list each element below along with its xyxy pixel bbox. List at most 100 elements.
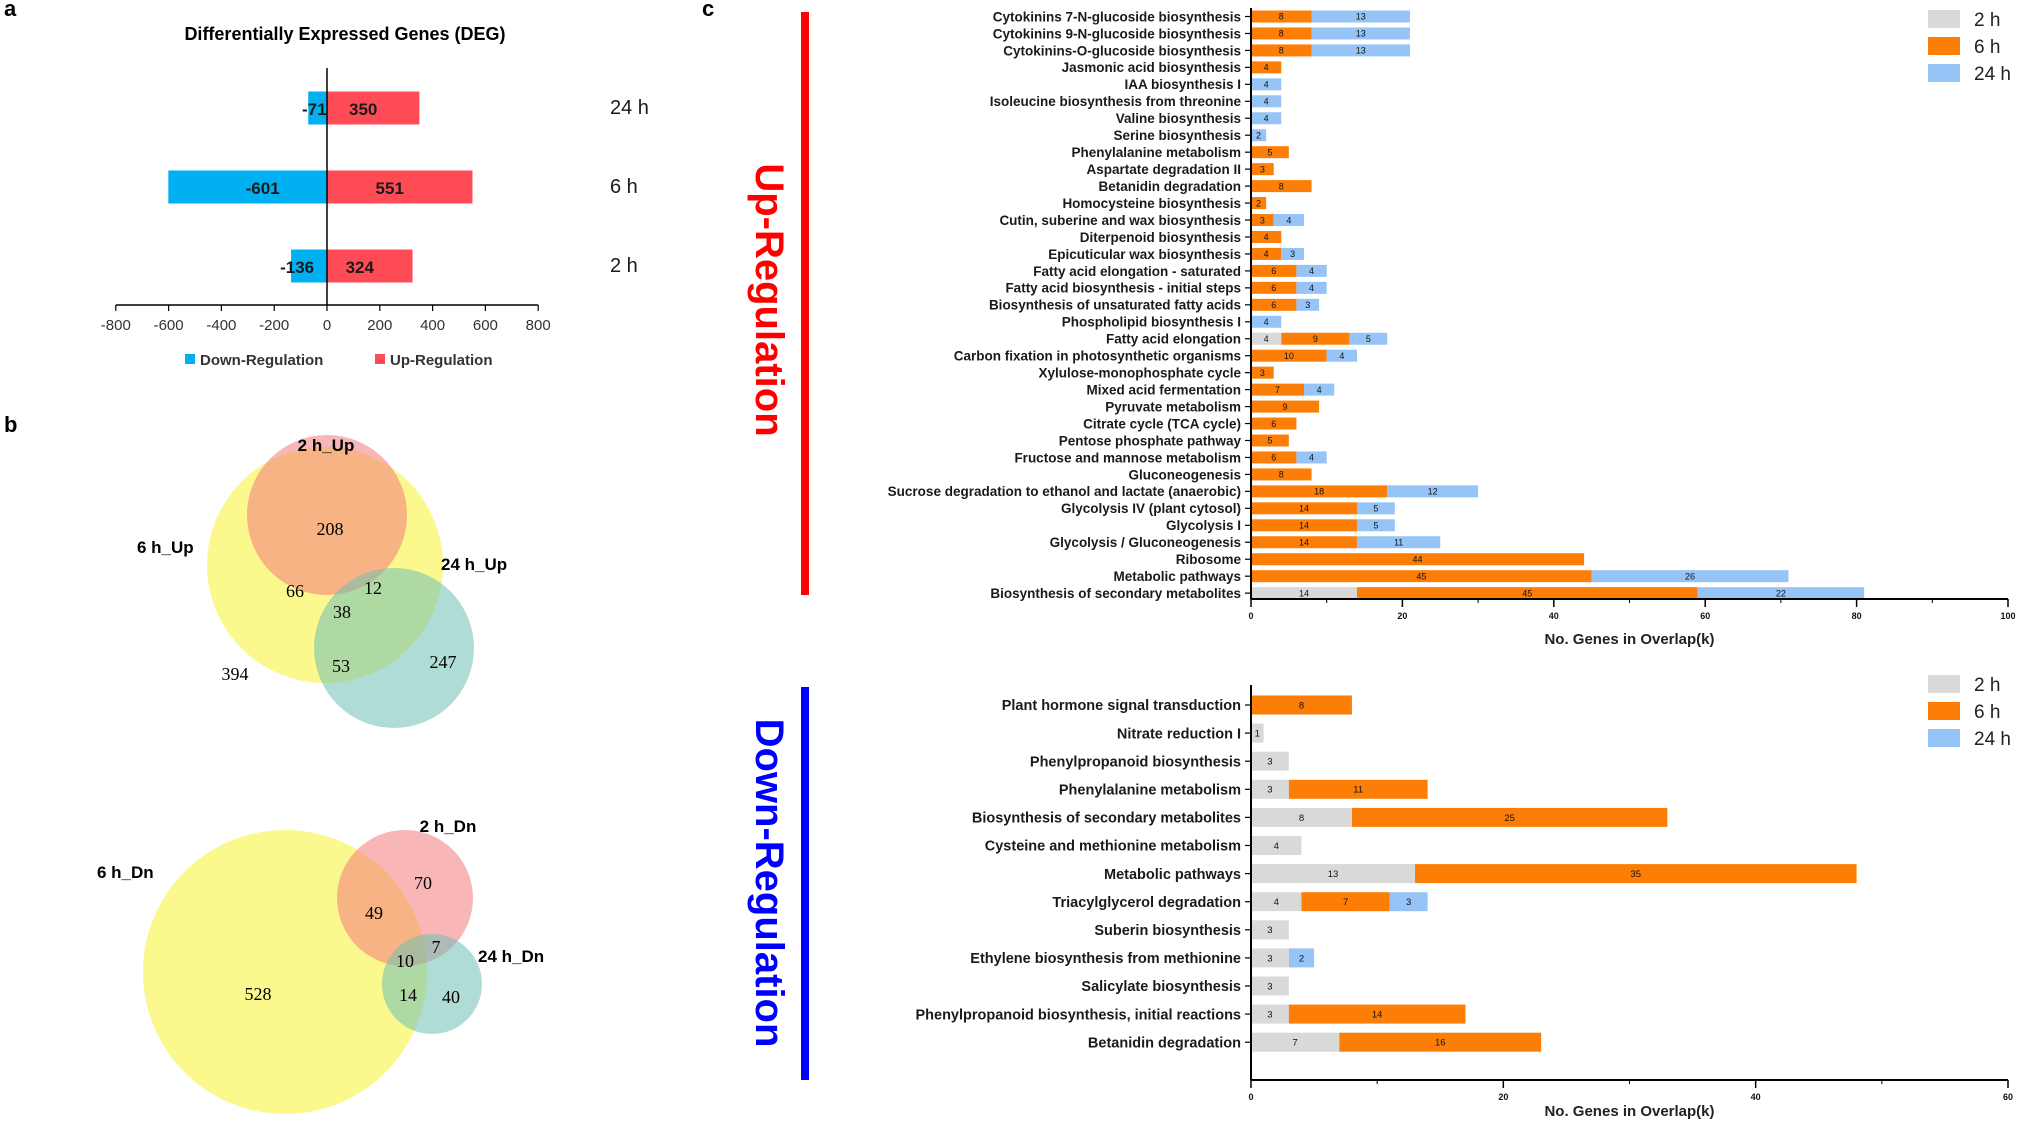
category-label-phenylpropanoid-biosynthesis-initial-reactions: Phenylpropanoid biosynthesis, initial re… [915, 1007, 1241, 1023]
bar-value-6-h-cutin-suberine-and-wax-biosynthesis: 3 [1260, 215, 1265, 225]
deg-value-down-2-h: -136 [280, 258, 314, 277]
bar-value-6-h-carbon-fixation-in-photosynthetic-organisms: 10 [1284, 351, 1294, 361]
legend-label-2-h: 2 h [1974, 675, 2000, 696]
bar-2-h-suberin-biosynthesis [1251, 920, 1289, 940]
bar-6-h-metabolic-pathways [1415, 864, 1857, 884]
bar-2-h-biosynthesis-of-secondary-metabolites [1251, 587, 1357, 600]
venn-value-2h-only: 208 [317, 519, 344, 539]
bar-24-h-metabolic-pathways [1591, 570, 1789, 583]
x-tick-label: 20 [1498, 1092, 1508, 1102]
venn-circle-24h-dn [382, 934, 482, 1034]
bar-value-24-h-sucrose-degradation-to-ethanol-and-lactate-anaerobic: 12 [1428, 487, 1438, 497]
venn-value-dn-2h-6h: 49 [365, 903, 383, 923]
bar-value-2-h-cysteine-and-methionine-metabolism: 4 [1274, 841, 1279, 852]
bar-6-h-cutin-suberine-and-wax-biosynthesis [1251, 214, 1274, 227]
bar-value-6-h-betanidin-degradation: 8 [1279, 181, 1284, 191]
x-tick-label: 40 [1751, 1092, 1761, 1102]
category-label-pyruvate-metabolism: Pyruvate metabolism [1105, 399, 1241, 414]
bar-6-h-pentose-phosphate-pathway [1251, 434, 1289, 447]
bar-value-6-h-fatty-acid-biosynthesis-initial-steps: 6 [1271, 283, 1276, 293]
bar-value-24-h-cytokinins-9-n-glucoside-biosynthesis: 13 [1356, 29, 1366, 39]
legend-label-6-h: 6 h [1974, 702, 2000, 723]
bar-value-24-h-cytokinins-o-glucoside-biosynthesis: 13 [1356, 46, 1366, 56]
bar-value-6-h-pentose-phosphate-pathway: 5 [1267, 436, 1272, 446]
legend-swatch-24-h [1928, 64, 1960, 82]
up-regulation-bar [801, 12, 809, 595]
bar-value-24-h-cytokinins-7-n-glucoside-biosynthesis: 13 [1356, 12, 1366, 22]
category-label-jasmonic-acid-biosynthesis: Jasmonic acid biosynthesis [1062, 60, 1241, 75]
venn-value-dn-2h-24h: 7 [432, 937, 441, 957]
deg-chart-title: Differentially Expressed Genes (DEG) [184, 24, 505, 44]
bar-value-24-h-fatty-acid-elongation-saturated: 4 [1309, 266, 1314, 276]
bar-value-6-h-fatty-acid-elongation: 9 [1313, 334, 1318, 344]
venn-circle-2h-up [247, 435, 407, 595]
deg-category-24-h: 24 h [610, 97, 649, 119]
bar-value-6-h-phenylalanine-metabolism: 5 [1267, 147, 1272, 157]
bar-value-2-h-biosynthesis-of-secondary-metabolites: 8 [1299, 813, 1304, 824]
bar-6-h-cytokinins-o-glucoside-biosynthesis [1251, 44, 1312, 57]
venn-value-24h-only: 247 [430, 652, 457, 672]
x-tick-label: 0 [1248, 611, 1253, 621]
bar-2-h-ethylene-biosynthesis-from-methionine [1251, 948, 1289, 968]
legend-swatch-6-h [1928, 702, 1960, 720]
category-label-glycolysis-i: Glycolysis I [1166, 518, 1241, 533]
bar-24-h-triacylglycerol-degradation [1389, 892, 1428, 912]
bar-6-h-triacylglycerol-degradation [1301, 892, 1390, 912]
bar-6-h-betanidin-degradation [1339, 1032, 1542, 1052]
category-label-plant-hormone-signal-transduction: Plant hormone signal transduction [1002, 698, 1241, 714]
legend-label-up: Up-Regulation [390, 352, 493, 369]
bar-value-6-h-xylulose-monophosphate-cycle: 3 [1260, 368, 1265, 378]
bar-24-h-epicuticular-wax-biosynthesis [1281, 247, 1304, 260]
x-tick-label: 80 [1852, 611, 1862, 621]
bar-value-24-h-fatty-acid-biosynthesis-initial-steps: 4 [1309, 283, 1314, 293]
bar-value-6-h-metabolic-pathways: 35 [1631, 869, 1642, 880]
bar-value-24-h-fatty-acid-elongation: 5 [1366, 334, 1371, 344]
bar-24-h-biosynthesis-of-unsaturated-fatty-acids [1296, 298, 1320, 311]
deg-bar-up-24-h [327, 91, 420, 125]
bar-value-24-h-iaa-biosynthesis-i: 4 [1264, 80, 1269, 90]
category-label-sucrose-degradation-to-ethanol-and-lactate-anaerobic: Sucrose degradation to ethanol and lacta… [888, 484, 1241, 499]
venn-value-dn-2h-only: 70 [414, 873, 432, 893]
bar-value-2-h-suberin-biosynthesis: 3 [1267, 925, 1272, 936]
deg-bar-down-24-h [308, 91, 327, 125]
bar-value-24-h-phospholipid-biosynthesis-i: 4 [1264, 317, 1269, 327]
bar-value-6-h-fructose-and-mannose-metabolism: 6 [1271, 453, 1276, 463]
venn-value-dn-6h-only: 528 [245, 984, 272, 1004]
bar-6-h-glycolysis-i [1251, 519, 1357, 532]
category-label-citrate-cycle-tca-cycle: Citrate cycle (TCA cycle) [1083, 416, 1241, 431]
bar-2-h-phenylalanine-metabolism [1251, 779, 1289, 799]
bar-value-24-h-mixed-acid-fermentation: 4 [1317, 385, 1322, 395]
category-label-salicylate-biosynthesis: Salicylate biosynthesis [1081, 979, 1241, 995]
category-label-carbon-fixation-in-photosynthetic-organisms: Carbon fixation in photosynthetic organi… [954, 349, 1241, 364]
bar-value-2-h-ethylene-biosynthesis-from-methionine: 3 [1267, 953, 1272, 964]
category-label-phenylpropanoid-biosynthesis: Phenylpropanoid biosynthesis [1030, 754, 1241, 770]
bar-24-h-biosynthesis-of-secondary-metabolites [1697, 587, 1865, 600]
venn-value-6h-24h: 53 [332, 656, 350, 676]
venn-label-24h-dn: 24 h_Dn [478, 947, 544, 966]
bar-2-h-salicylate-biosynthesis [1251, 976, 1289, 996]
bar-value-6-h-betanidin-degradation: 16 [1435, 1038, 1446, 1049]
bar-6-h-epicuticular-wax-biosynthesis [1251, 247, 1282, 260]
bar-value-24-h-fructose-and-mannose-metabolism: 4 [1309, 453, 1314, 463]
legend-swatch-down [185, 354, 195, 364]
bar-6-h-metabolic-pathways [1251, 570, 1592, 583]
bar-6-h-carbon-fixation-in-photosynthetic-organisms [1251, 349, 1327, 362]
deg-bar-down-2-h [291, 249, 327, 283]
deg-x-tick-label: -800 [101, 317, 131, 334]
category-label-cytokinins-7-n-glucoside-biosynthesis: Cytokinins 7-N-glucoside biosynthesis [993, 9, 1241, 24]
category-label-valine-biosynthesis: Valine biosynthesis [1116, 111, 1241, 126]
bar-6-h-diterpenoid-biosynthesis [1251, 230, 1282, 243]
venn-circle-2h-dn [337, 830, 473, 966]
deg-x-tick-label: 600 [473, 317, 498, 334]
category-label-betanidin-degradation: Betanidin degradation [1098, 179, 1241, 194]
legend-label-24-h: 24 h [1974, 64, 2011, 85]
time-legend: 2 h 6 h 24 h [1928, 675, 2011, 750]
category-label-mixed-acid-fermentation: Mixed acid fermentation [1086, 382, 1241, 397]
category-label-serine-biosynthesis: Serine biosynthesis [1113, 128, 1241, 143]
bar-6-h-biosynthesis-of-unsaturated-fatty-acids [1251, 298, 1297, 311]
bar-6-h-fatty-acid-elongation-saturated [1251, 264, 1297, 277]
venn-label-24h-up: 24 h_Up [441, 555, 507, 574]
bar-24-h-sucrose-degradation-to-ethanol-and-lactate-anaerobic [1387, 485, 1479, 498]
bar-24-h-fatty-acid-elongation-saturated [1296, 264, 1327, 277]
bar-value-6-h-biosynthesis-of-secondary-metabolites: 45 [1522, 588, 1532, 598]
